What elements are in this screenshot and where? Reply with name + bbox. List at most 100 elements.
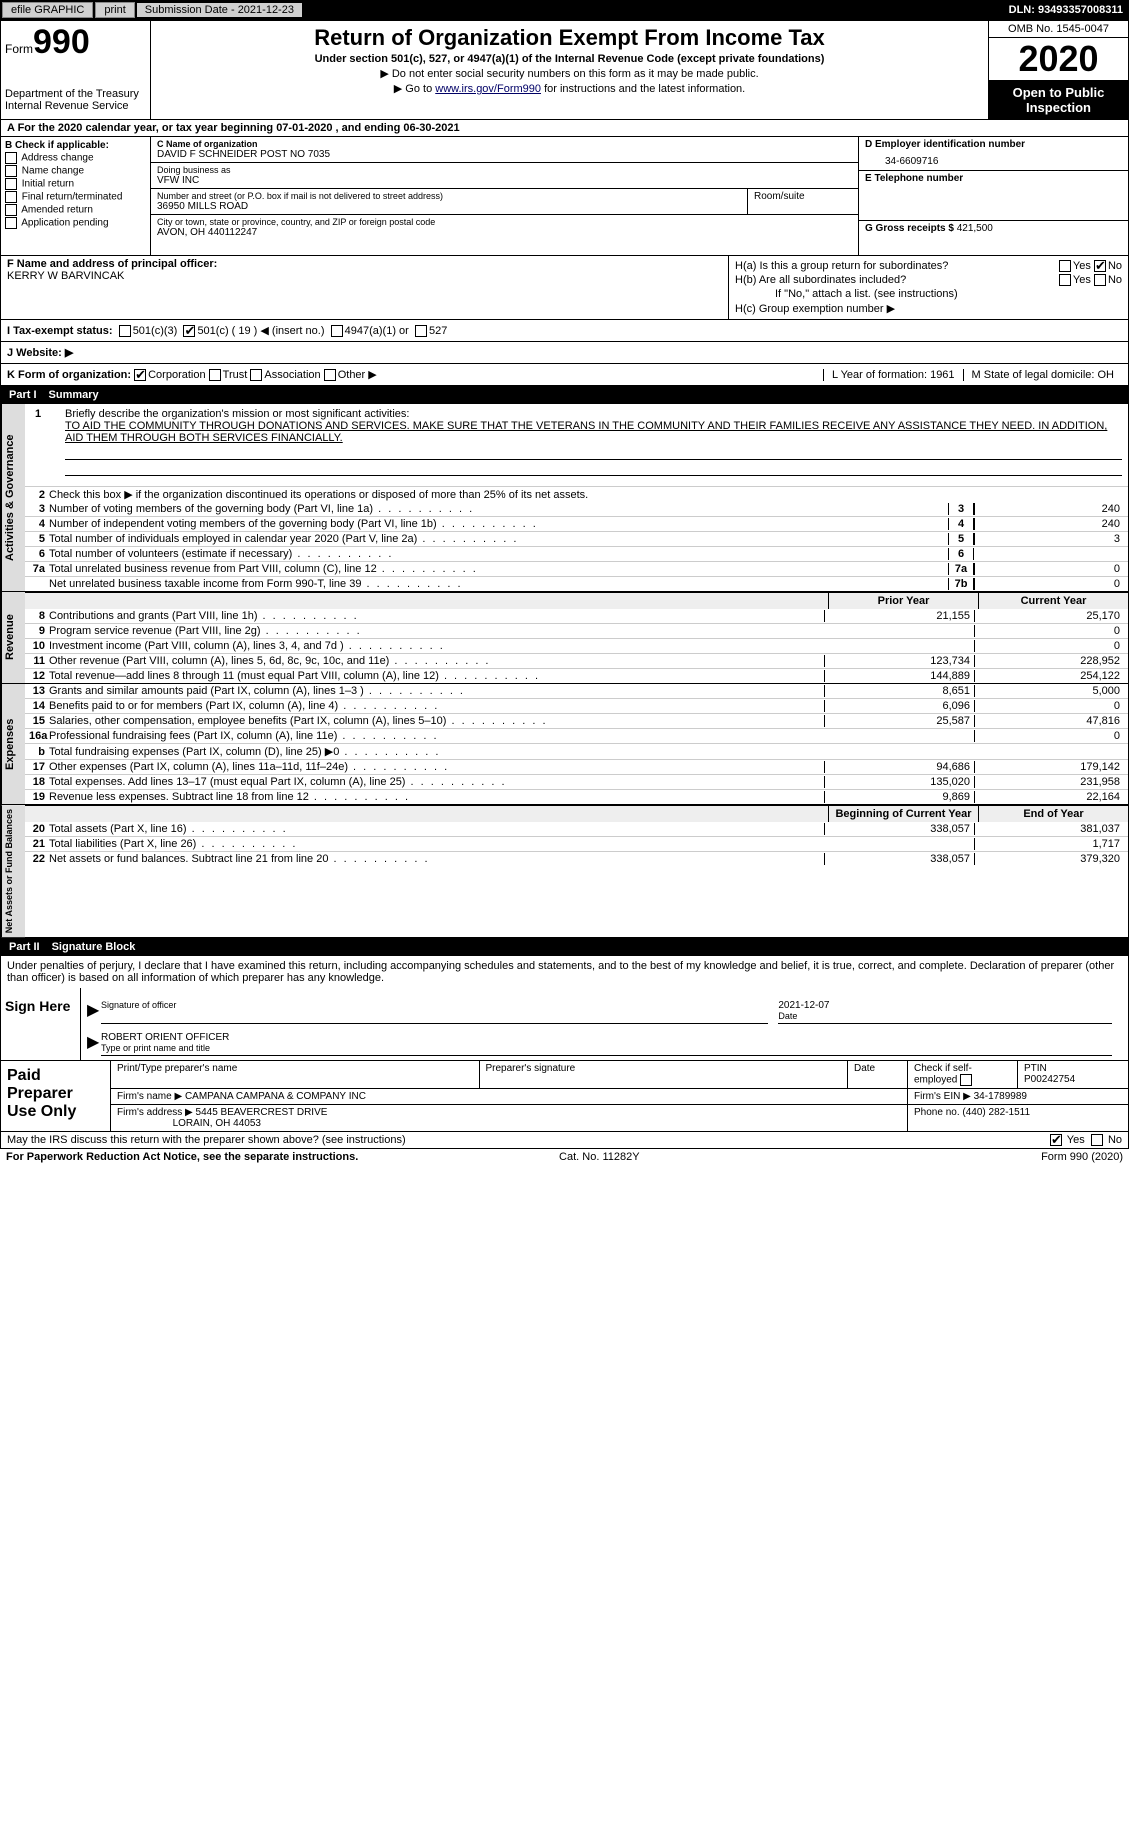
line-11: 11Other revenue (Part VIII, column (A), … (25, 653, 1128, 668)
line-19: 19Revenue less expenses. Subtract line 1… (25, 789, 1128, 804)
section-c: C Name of organization DAVID F SCHNEIDER… (151, 137, 858, 255)
city-state-zip: AVON, OH 440112247 (157, 227, 852, 238)
line-17: 17Other expenses (Part IX, column (A), l… (25, 759, 1128, 774)
gov-line-7a: 7aTotal unrelated business revenue from … (25, 561, 1128, 576)
line-13: 13Grants and similar amounts paid (Part … (25, 684, 1128, 698)
netassets-section: Net Assets or Fund Balances Beginning of… (0, 805, 1129, 938)
chk-final-return[interactable] (5, 191, 17, 203)
section-bcde: B Check if applicable: Address change Na… (0, 137, 1129, 256)
revenue-side: Revenue (1, 592, 25, 683)
mission-text: TO AID THE COMMUNITY THROUGH DONATIONS A… (65, 420, 1107, 444)
part2-header: Part IISignature Block (0, 938, 1129, 956)
line-14: 14Benefits paid to or for members (Part … (25, 698, 1128, 713)
gov-line-3: 3Number of voting members of the governi… (25, 502, 1128, 516)
ha-no[interactable] (1094, 260, 1106, 272)
chk-corp[interactable] (134, 369, 146, 381)
print-button[interactable]: print (95, 2, 134, 18)
governance-side: Activities & Governance (1, 404, 25, 591)
hb-no[interactable] (1094, 274, 1106, 286)
efile-button[interactable]: efile GRAPHIC (2, 2, 93, 18)
ssn-note: ▶ Do not enter social security numbers o… (159, 67, 980, 80)
governance-section: Activities & Governance 1 Briefly descri… (0, 404, 1129, 592)
line-b: bTotal fundraising expenses (Part IX, co… (25, 743, 1128, 759)
firm-name: CAMPANA CAMPANA & COMPANY INC (185, 1091, 366, 1102)
principal-officer: KERRY W BARVINCAK (7, 270, 722, 282)
form-number: 990 (33, 23, 90, 61)
chk-address-change[interactable] (5, 152, 17, 164)
form-header: Form990 Department of the Treasury Inter… (0, 20, 1129, 120)
telephone-label: E Telephone number (865, 173, 1122, 184)
org-name: DAVID F SCHNEIDER POST NO 7035 (157, 149, 852, 160)
expenses-side: Expenses (1, 684, 25, 804)
street-address: 36950 MILLS ROAD (157, 201, 741, 212)
line-18: 18Total expenses. Add lines 13–17 (must … (25, 774, 1128, 789)
discuss-yes[interactable] (1050, 1134, 1062, 1146)
chk-initial-return[interactable] (5, 178, 17, 190)
chk-name-change[interactable] (5, 165, 17, 177)
gov-line-7b: Net unrelated business taxable income fr… (25, 576, 1128, 591)
firm-phone: (440) 282-1511 (962, 1107, 1030, 1118)
row-j-website: J Website: ▶ (0, 342, 1129, 364)
firm-addr2: LORAIN, OH 44053 (173, 1118, 261, 1129)
tax-year: 2020 (989, 38, 1128, 81)
gov-line-5: 5Total number of individuals employed in… (25, 531, 1128, 546)
sign-here-label: Sign Here (1, 988, 81, 1060)
line-9: 9Program service revenue (Part VIII, lin… (25, 623, 1128, 638)
chk-527[interactable] (415, 325, 427, 337)
tax-year-row: A For the 2020 calendar year, or tax yea… (0, 120, 1129, 137)
form-label: Form (5, 42, 33, 56)
irs-discuss-row: May the IRS discuss this return with the… (0, 1132, 1129, 1149)
hb-yes[interactable] (1059, 274, 1071, 286)
dln: DLN: 93493357008311 (1009, 4, 1129, 16)
submission-date: Submission Date - 2021-12-23 (137, 3, 302, 17)
line-22: 22Net assets or fund balances. Subtract … (25, 851, 1128, 866)
line-21: 21Total liabilities (Part X, line 26)1,7… (25, 836, 1128, 851)
room-suite: Room/suite (748, 189, 858, 215)
signature-block: Under penalties of perjury, I declare th… (0, 956, 1129, 1061)
link-note: ▶ Go to www.irs.gov/Form990 for instruct… (159, 82, 980, 95)
chk-4947[interactable] (331, 325, 343, 337)
section-de: D Employer identification number 34-6609… (858, 137, 1128, 255)
omb-number: OMB No. 1545-0047 (989, 21, 1128, 38)
dba: VFW INC (157, 175, 852, 186)
gov-line-6: 6Total number of volunteers (estimate if… (25, 546, 1128, 561)
open-to-public: Open to Public Inspection (989, 81, 1128, 119)
ein: 34-6609716 (865, 150, 1122, 167)
chk-amended[interactable] (5, 204, 17, 216)
perjury-declaration: Under penalties of perjury, I declare th… (1, 956, 1128, 988)
ha-yes[interactable] (1059, 260, 1071, 272)
chk-self-employed[interactable] (960, 1074, 972, 1086)
expenses-section: Expenses 13Grants and similar amounts pa… (0, 684, 1129, 805)
chk-other[interactable] (324, 369, 336, 381)
year-formation: L Year of formation: 1961 (823, 369, 963, 381)
form-ref: Form 990 (2020) (1041, 1151, 1123, 1163)
gross-receipts: 421,500 (957, 223, 993, 234)
gov-line-4: 4Number of independent voting members of… (25, 516, 1128, 531)
paid-preparer-label: Paid Preparer Use Only (1, 1061, 111, 1131)
section-fh: F Name and address of principal officer:… (0, 256, 1129, 320)
chk-501c3[interactable] (119, 325, 131, 337)
form-subtitle: Under section 501(c), 527, or 4947(a)(1)… (159, 53, 980, 65)
revenue-section: Revenue Prior YearCurrent Year 8Contribu… (0, 592, 1129, 684)
footer-line: For Paperwork Reduction Act Notice, see … (0, 1149, 1129, 1165)
paid-preparer-section: Paid Preparer Use Only Print/Type prepar… (0, 1061, 1129, 1132)
top-bar: efile GRAPHIC print Submission Date - 20… (0, 0, 1129, 20)
line-10: 10Investment income (Part VIII, column (… (25, 638, 1128, 653)
line-8: 8Contributions and grants (Part VIII, li… (25, 609, 1128, 623)
irs-label: Internal Revenue Service (5, 100, 146, 112)
row-k-org-form: K Form of organization: Corporation Trus… (0, 364, 1129, 386)
part1-header: Part ISummary (0, 386, 1129, 404)
officer-name: ROBERT ORIENT OFFICER (101, 1032, 1112, 1043)
line-16a: 16aProfessional fundraising fees (Part I… (25, 728, 1128, 743)
chk-assoc[interactable] (250, 369, 262, 381)
form990-link[interactable]: www.irs.gov/Form990 (435, 83, 541, 95)
firm-addr1: 5445 BEAVERCREST DRIVE (196, 1107, 328, 1118)
discuss-no[interactable] (1091, 1134, 1103, 1146)
state-domicile: M State of legal domicile: OH (963, 369, 1122, 381)
form-title: Return of Organization Exempt From Incom… (159, 25, 980, 51)
firm-ein: 34-1789989 (974, 1091, 1027, 1102)
chk-trust[interactable] (209, 369, 221, 381)
chk-app-pending[interactable] (5, 217, 17, 229)
chk-501c[interactable] (183, 325, 195, 337)
section-b: B Check if applicable: Address change Na… (1, 137, 151, 255)
